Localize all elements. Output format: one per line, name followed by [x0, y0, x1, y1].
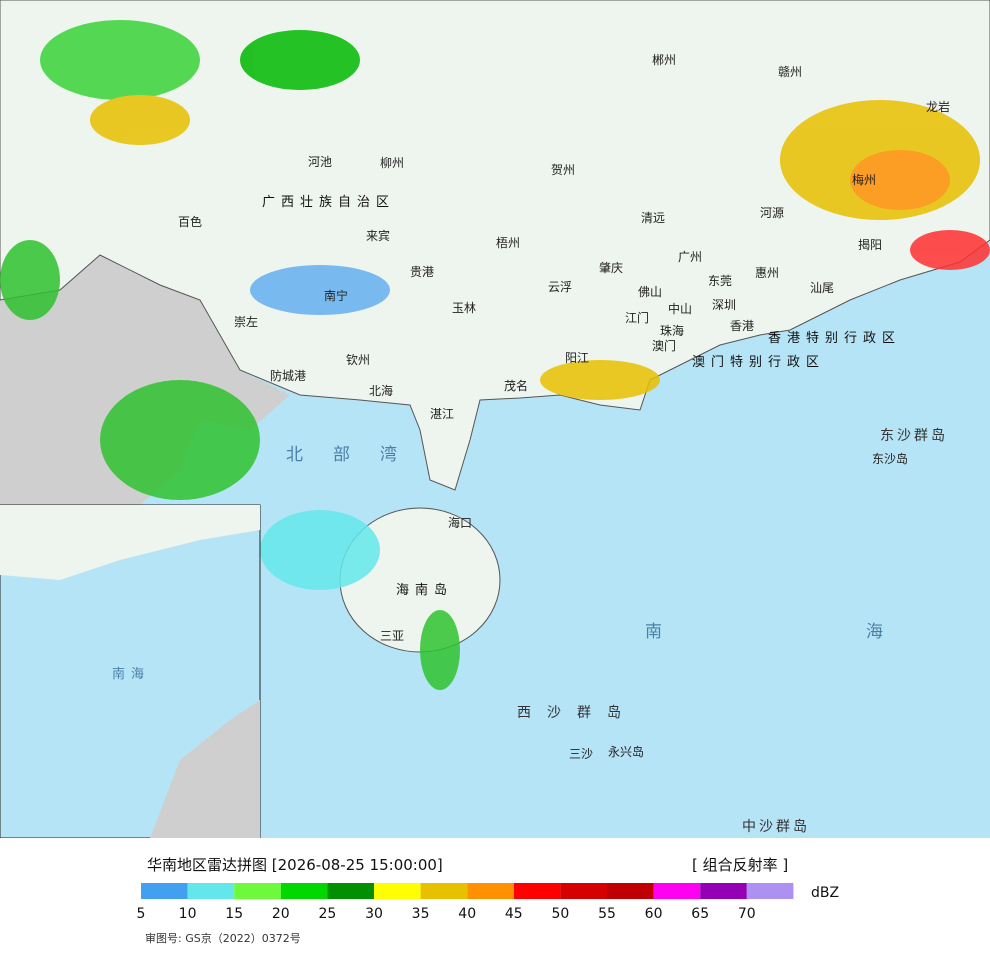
legend-swatch [653, 883, 701, 899]
legend-tick-label: 45 [505, 906, 523, 922]
map: 南宁 柳州 河池 百色 来宾 贵港 梧州 贺州 玉林 钦州 北海 防城港 崇左 … [0, 0, 990, 839]
city-label: 三亚 [380, 629, 404, 643]
city-label: 百色 [178, 215, 202, 229]
city-label: 澳门 [652, 338, 676, 353]
legend-swatch [141, 883, 188, 899]
legend-tick-label: 55 [598, 906, 616, 922]
city-label: 佛山 [638, 285, 662, 299]
legend-tick-label: 70 [738, 906, 756, 922]
city-label: 贵港 [410, 265, 434, 279]
mainland [0, 0, 990, 491]
city-label: 海口 [448, 515, 472, 530]
island-label: 中沙群岛 [742, 819, 810, 835]
legend-swatch [467, 883, 514, 899]
radar-echo [0, 20, 990, 690]
legend-title: 华南地区雷达拼图 [2026-08-25 15:00:00] [147, 856, 443, 874]
city-label: 梧州 [496, 235, 520, 250]
legend-tick-label: 20 [272, 906, 290, 922]
city-label: 阳江 [565, 351, 589, 365]
city-label: 贺州 [551, 163, 575, 177]
city-label: 柳州 [380, 156, 404, 170]
city-label: 北海 [369, 383, 393, 398]
legend-tick-label: 40 [458, 906, 476, 922]
city-label: 崇左 [234, 314, 258, 329]
island-label: 东沙岛 [872, 451, 908, 466]
legend-tick-label: 50 [551, 906, 569, 922]
legend-tick-label: 10 [179, 906, 197, 922]
island-label: 三沙 [569, 747, 593, 761]
legend-tick-label: 15 [225, 906, 243, 922]
legend-tick-label: 5 [137, 906, 146, 922]
color-legend: 5 10 15 20 25 30 35 40 45 50 55 60 65 70 [137, 883, 794, 922]
legend-swatch [746, 883, 794, 899]
city-label: 来宾 [366, 228, 390, 243]
island-label: 永兴岛 [608, 744, 644, 759]
vietnam [0, 255, 290, 505]
sea-label: 南 [645, 622, 668, 642]
legend-tick-label: 60 [645, 906, 663, 922]
city-label: 清远 [641, 211, 665, 225]
city-label: 东莞 [708, 274, 732, 288]
city-label: 深圳 [712, 298, 736, 312]
unit-label: dBZ [811, 885, 839, 901]
region-label: 广西壮族自治区 [262, 194, 395, 210]
legend-swatch [280, 883, 328, 899]
city-label: 玉林 [452, 301, 476, 315]
city-label: 防城港 [270, 368, 306, 383]
product-label: [ 组合反射率 ] [692, 856, 788, 874]
legend-swatch [560, 883, 607, 899]
legend-swatch [607, 883, 654, 899]
legend-swatch [374, 883, 421, 899]
city-label: 河池 [308, 155, 332, 169]
legend-swatch [187, 883, 235, 899]
city-label: 龙岩 [926, 99, 950, 114]
city-label: 揭阳 [858, 237, 882, 252]
city-label: 湛江 [430, 407, 454, 421]
legend-tick-label: 30 [365, 906, 383, 922]
city-label: 赣州 [778, 65, 802, 79]
region-label: 海南岛 [396, 582, 453, 598]
city-label: 南宁 [324, 288, 348, 303]
city-label: 珠海 [660, 323, 684, 338]
legend-swatch [327, 883, 374, 899]
legend-swatch [234, 883, 281, 899]
city-label: 云浮 [548, 280, 572, 294]
island-label: 西沙群岛 [517, 705, 637, 721]
city-label: 茂名 [504, 378, 528, 393]
legend-swatch [420, 883, 468, 899]
legend-tick-label: 65 [691, 906, 709, 922]
city-label: 钦州 [346, 353, 370, 367]
inset-land [150, 700, 260, 838]
city-label: 江门 [625, 310, 649, 325]
city-label: 香港 [730, 319, 754, 333]
city-label: 汕尾 [810, 281, 834, 295]
legend-tick-label: 35 [412, 906, 430, 922]
legend-swatch [513, 883, 561, 899]
sea-label: 北部湾 [286, 445, 427, 465]
city-label: 郴州 [652, 53, 676, 67]
city-label: 中山 [668, 301, 692, 316]
legend-swatch [700, 883, 747, 899]
island-label: 东沙群岛 [880, 428, 948, 444]
map-labels: 南宁 柳州 河池 百色 来宾 贵港 梧州 贺州 玉林 钦州 北海 防城港 崇左 … [112, 53, 950, 835]
legend-tick-label: 25 [318, 906, 336, 922]
city-label: 肇庆 [599, 260, 623, 275]
sea-label: 南海 [112, 666, 150, 682]
sea-label: 海 [866, 622, 889, 642]
city-label: 河源 [760, 206, 784, 220]
city-label: 梅州 [852, 172, 876, 187]
city-label: 广州 [678, 250, 702, 264]
approval-number: 审图号: GS京（2022）0372号 [145, 931, 301, 945]
city-label: 惠州 [755, 266, 779, 280]
region-label: 香港特别行政区 [768, 331, 901, 346]
inset-map [0, 504, 261, 839]
inset-land [0, 505, 260, 580]
region-label: 澳门特别行政区 [692, 354, 825, 370]
